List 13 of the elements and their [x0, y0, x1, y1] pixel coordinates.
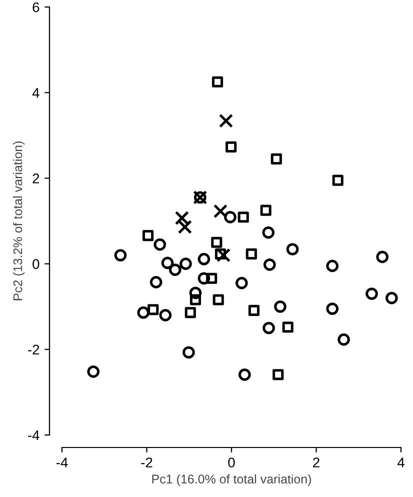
y-tick-label: 6	[32, 2, 40, 12]
y-tick-label: -4	[28, 430, 40, 440]
y-tick-label: 4	[32, 88, 40, 98]
y-axis-title: Pc2 (13.2% of total variation)	[13, 142, 25, 300]
x-tick-label: -4	[56, 458, 68, 468]
y-tick-label: 2	[32, 174, 40, 184]
x-axis-title: Pc1 (16.0% of total variation)	[152, 474, 311, 486]
x-tick-label: 2	[313, 458, 320, 468]
x-tick-label: 0	[228, 458, 235, 468]
y-tick-label: -2	[28, 344, 40, 354]
y-tick-label: 0	[32, 259, 40, 269]
x-tick-label: -2	[141, 458, 152, 468]
x-tick-label: 4	[397, 458, 404, 468]
